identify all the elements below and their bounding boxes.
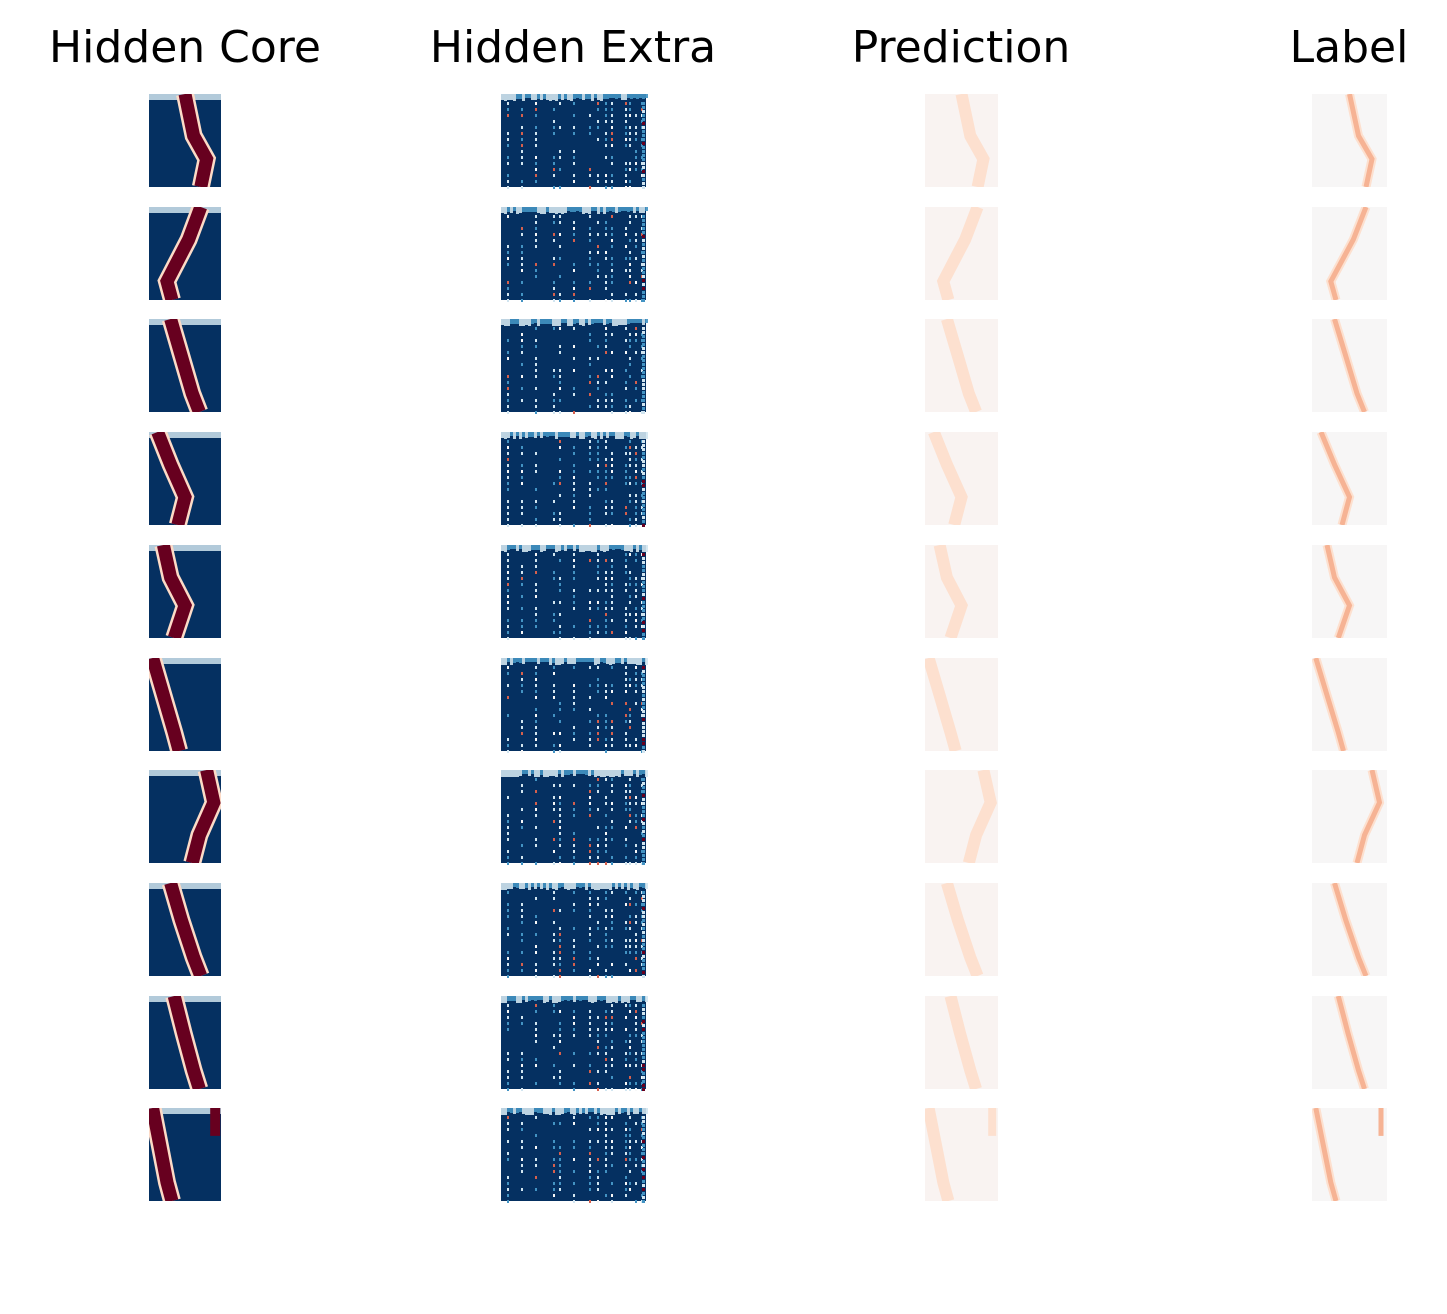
hidden-extra-panel: [501, 996, 648, 1091]
label-panel: [1312, 996, 1387, 1089]
label-panel: [1312, 94, 1387, 187]
hidden-extra-panel: [501, 658, 648, 753]
prediction-panel: [925, 94, 998, 187]
hidden-core-panel: [149, 996, 221, 1089]
column-title-hidden-core: Hidden Core: [49, 22, 321, 73]
prediction-panel: [925, 545, 998, 638]
label-panel: [1312, 770, 1387, 863]
label-panel: [1312, 1108, 1387, 1201]
label-panel: [1312, 658, 1387, 751]
prediction-panel: [925, 658, 998, 751]
label-panel: [1312, 207, 1387, 300]
hidden-core-panel: [149, 658, 221, 751]
column-title-hidden-extra: Hidden Extra: [429, 22, 717, 73]
hidden-core-panel: [149, 770, 221, 863]
hidden-core-panel: [149, 883, 221, 976]
hidden-core-panel: [149, 432, 221, 525]
hidden-extra-panel: [501, 319, 648, 414]
hidden-core-panel: [149, 1108, 221, 1201]
label-panel: [1312, 432, 1387, 525]
prediction-panel: [925, 883, 998, 976]
hidden-extra-panel: [501, 1108, 648, 1203]
prediction-panel: [925, 1108, 998, 1201]
hidden-extra-panel: [501, 770, 648, 865]
hidden-core-panel: [149, 207, 221, 300]
prediction-panel: [925, 996, 998, 1089]
hidden-extra-panel: [501, 432, 648, 527]
hidden-core-panel: [149, 545, 221, 638]
column-title-label: Label: [1289, 22, 1409, 73]
column-title-prediction: Prediction: [851, 22, 1071, 73]
hidden-extra-panel: [501, 207, 648, 302]
hidden-extra-panel: [501, 94, 648, 189]
hidden-core-panel: [149, 319, 221, 412]
prediction-panel: [925, 770, 998, 863]
hidden-extra-panel: [501, 883, 648, 978]
hidden-core-panel: [149, 94, 221, 187]
hidden-extra-panel: [501, 545, 648, 640]
prediction-panel: [925, 319, 998, 412]
label-panel: [1312, 545, 1387, 638]
prediction-panel: [925, 207, 998, 300]
prediction-panel: [925, 432, 998, 525]
label-panel: [1312, 883, 1387, 976]
label-panel: [1312, 319, 1387, 412]
